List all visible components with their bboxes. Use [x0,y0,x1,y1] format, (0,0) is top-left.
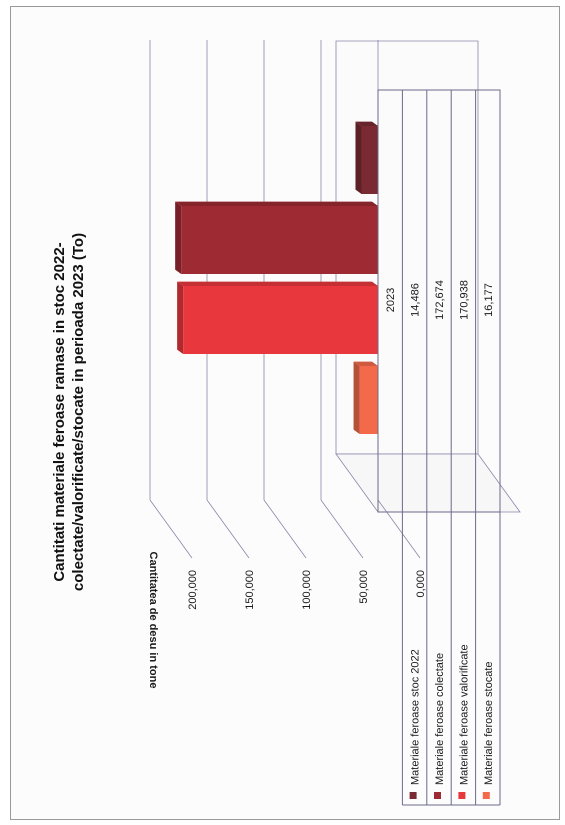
legend-swatch [409,792,417,799]
gridline-depth [377,499,421,559]
legend-label: Materiale feroase colectate [434,653,446,785]
bar [183,286,378,354]
data-label: 172,674 [434,280,446,320]
legend-swatch [482,792,490,799]
bar-side [175,201,182,274]
y-tick-label: 100,000 [301,570,313,610]
bar-top [177,281,378,286]
y-axis-label: Cantitatea de desu in tone [147,552,159,689]
legend-label: Materiale feroase stocate [483,661,495,785]
y-tick-label: 200,000 [187,570,199,610]
legend-swatch [458,792,466,799]
bar-side [177,281,184,354]
bar-top [355,121,378,126]
data-label: 170,938 [458,280,470,320]
gridline-depth [320,499,364,559]
bar-top [353,361,378,366]
chart-texts: 0,000 50,000 100,000 150,000 200,000 2023 14,4… [51,233,495,785]
data-label: 14,486 [410,283,422,317]
bar [181,206,378,274]
gridline-depth [149,499,193,559]
bar [359,366,378,434]
chart-title-line: colectate/valorificate/stocate in perioa… [70,233,87,591]
legend-label: Materiale feroase valorificate [458,644,470,785]
y-tick-label: 0,000 [415,570,427,598]
y-tick-label: 150,000 [244,570,256,610]
category-label: 2023 [385,288,397,312]
data-table [377,89,501,806]
legend-swatch [434,792,441,799]
chart-title-line: Cantitati materiale feroase ramase in st… [51,242,68,581]
floor [335,453,521,513]
bar-side [355,121,362,194]
plot-area [149,40,521,559]
bar-top [175,201,378,206]
legend-label: Materiale feroase stoc 2022 [410,649,422,785]
bar [361,126,378,194]
gridline-depth [263,499,307,559]
gridline-depth [206,499,250,559]
y-tick-label: 50,000 [358,570,370,604]
bar-side [353,361,360,434]
data-label: 16,177 [483,283,495,317]
